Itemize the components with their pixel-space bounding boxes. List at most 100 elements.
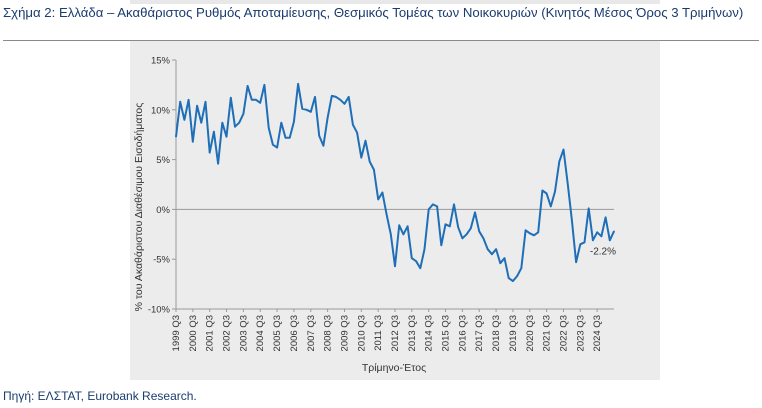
data-point [566, 182, 569, 185]
data-point [314, 96, 316, 98]
data-point [192, 140, 194, 143]
y-tick-label: 15% [151, 56, 171, 67]
data-point [596, 231, 598, 234]
data-point [440, 244, 443, 247]
data-point [217, 162, 219, 165]
data-point [520, 267, 523, 269]
data-point [524, 229, 527, 232]
data-point [537, 231, 539, 234]
data-point [284, 136, 287, 139]
x-tick-label: 2011 Q3 [373, 315, 384, 351]
data-point [221, 121, 224, 124]
data-point [246, 85, 249, 87]
y-axis-label: % του Ακαθάριστου Διαθέσιμου Εισοδήματος [133, 103, 145, 312]
data-point [415, 260, 417, 262]
x-tick-label: 2022 Q3 [558, 315, 569, 351]
data-point [444, 223, 447, 226]
data-point [503, 257, 506, 259]
x-tick-label: 2019 Q3 [508, 315, 519, 351]
data-point [516, 275, 518, 277]
x-tick-label: 2015 Q3 [441, 315, 452, 351]
data-point [276, 146, 278, 149]
data-point [507, 277, 510, 279]
data-point [310, 111, 312, 113]
data-point [541, 189, 544, 192]
x-tick-label: 2010 Q3 [356, 315, 367, 351]
data-point [293, 121, 295, 123]
data-point [272, 143, 274, 146]
data-point [587, 207, 590, 210]
data-point [305, 109, 308, 111]
data-point [427, 208, 430, 211]
data-point [251, 99, 253, 101]
figure-title: Σχήμα 2: Ελλάδα – Ακαθάριστος Ρυθμός Απο… [3, 5, 744, 20]
x-tick-label: 2021 Q3 [542, 315, 553, 351]
data-point [230, 97, 232, 99]
data-point [263, 84, 266, 86]
data-point [297, 83, 299, 85]
data-point [175, 135, 177, 138]
data-point [499, 262, 502, 264]
data-point [457, 226, 460, 229]
data-point [406, 225, 409, 228]
data-point [377, 198, 379, 201]
data-point [381, 191, 384, 194]
x-tick-label: 2016 Q3 [457, 315, 468, 351]
data-point [390, 233, 392, 236]
data-point [583, 241, 586, 244]
data-point [204, 101, 207, 103]
data-point [558, 160, 561, 163]
x-tick-label: 2007 Q3 [306, 315, 317, 351]
data-point [486, 248, 489, 250]
data-point [301, 108, 304, 110]
data-point [411, 257, 413, 259]
data-point [331, 95, 333, 97]
data-point [474, 211, 476, 214]
data-point [335, 96, 337, 98]
data-point [208, 151, 211, 154]
data-point [491, 253, 493, 255]
data-point [213, 130, 215, 133]
source-note: Πηγή: ΕΛΣΤΑΤ, Eurobank Research. [3, 389, 197, 403]
top-strip [130, 0, 660, 4]
last-value-annotation: -2.2% [590, 246, 616, 257]
data-point [571, 219, 573, 222]
x-tick-label: 2003 Q3 [238, 315, 249, 351]
data-point [604, 216, 607, 219]
x-axis-label: Τρίμηνο-Έτος [362, 362, 426, 374]
data-point [419, 267, 422, 269]
data-point [238, 121, 240, 124]
data-point [259, 102, 261, 104]
data-point [402, 233, 405, 236]
x-tick-label: 2020 Q3 [525, 315, 536, 351]
data-point [470, 227, 472, 230]
data-point [288, 136, 291, 139]
data-point [449, 225, 451, 228]
data-point [364, 139, 367, 142]
x-tick-label: 2004 Q3 [255, 315, 266, 351]
data-point [322, 144, 325, 147]
series-line [175, 82, 615, 283]
data-point [343, 103, 346, 105]
data-point [436, 205, 438, 208]
y-tick-label: -10% [148, 305, 171, 316]
data-point [347, 96, 350, 98]
data-point [280, 121, 283, 124]
x-tick-label: 2006 Q3 [289, 315, 300, 351]
data-point [465, 233, 468, 236]
data-point [234, 125, 236, 128]
x-tick-label: 2009 Q3 [339, 315, 350, 351]
data-point [255, 99, 257, 101]
data-point [592, 239, 594, 242]
data-point [533, 234, 535, 237]
x-tick-label: 2023 Q3 [575, 315, 586, 351]
data-point [495, 248, 497, 250]
data-point [356, 131, 358, 134]
x-tick-label: 2018 Q3 [491, 315, 502, 351]
data-point [579, 243, 582, 246]
data-point [225, 135, 228, 138]
data-point [339, 99, 342, 101]
x-tick-label: 2012 Q3 [390, 315, 401, 351]
line-chart: % του Ακαθάριστου Διαθέσιμου Εισοδήματος… [133, 56, 616, 375]
data-point [545, 192, 548, 195]
